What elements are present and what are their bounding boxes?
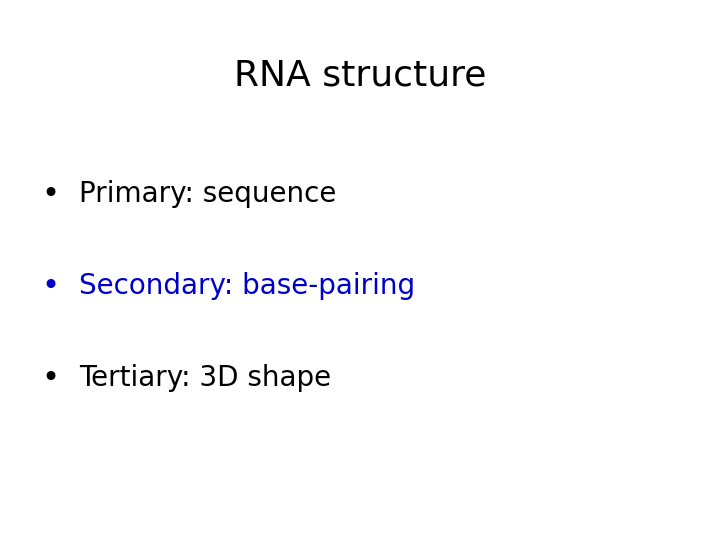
Text: •: • — [41, 363, 60, 393]
Text: •: • — [41, 272, 60, 301]
Text: Tertiary: 3D shape: Tertiary: 3D shape — [79, 364, 331, 392]
Text: RNA structure: RNA structure — [234, 59, 486, 92]
Text: •: • — [41, 180, 60, 209]
Text: Primary: sequence: Primary: sequence — [79, 180, 336, 208]
Text: Secondary: base-pairing: Secondary: base-pairing — [79, 272, 415, 300]
